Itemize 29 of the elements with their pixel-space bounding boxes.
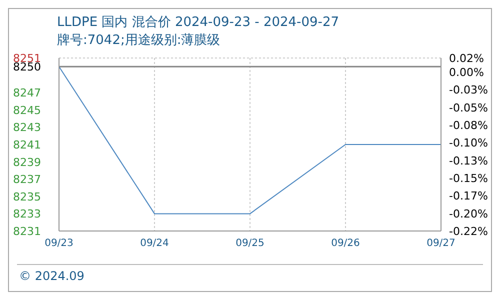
x-tick-label: 09/27 xyxy=(426,238,456,250)
x-tick-label: 09/26 xyxy=(331,238,360,250)
y2-tick-label: 0.02% xyxy=(449,52,484,65)
x-tick-label: 09/25 xyxy=(236,238,264,250)
x-tick-label: 09/24 xyxy=(140,238,169,250)
y2-tick-label: -0.03% xyxy=(449,84,488,97)
y2-tick-label: -0.15% xyxy=(449,172,488,185)
y2-tick-label: -0.22% xyxy=(449,224,488,238)
y-tick-label: 8237 xyxy=(13,173,41,186)
y-tick-label: 8250 xyxy=(13,60,41,74)
y-tick-label: 8241 xyxy=(13,138,41,152)
text: © 2024.09 xyxy=(19,269,84,283)
y2-tick-label: -0.10% xyxy=(449,136,488,150)
y-tick-label: 8245 xyxy=(13,104,41,117)
y2-tick-label: -0.17% xyxy=(449,190,488,203)
x-tick-label: 09/23 xyxy=(44,238,74,250)
y-tick-label: 8247 xyxy=(13,86,41,100)
y-tick-label: 8231 xyxy=(13,225,41,238)
y-tick-label: 8243 xyxy=(13,121,41,134)
chart-title: LLDPE 国内 混合价 2024-09-23 - 2024-09-27 xyxy=(57,14,340,31)
y2-tick-label: 0.00% xyxy=(449,66,484,80)
y2-tick-label: -0.13% xyxy=(449,154,488,168)
y-tick-label: 8235 xyxy=(13,190,41,204)
chart-subtitle: 牌号:7042;用途级别:薄膜级 xyxy=(57,32,220,49)
y-tick-label: 8239 xyxy=(13,156,41,169)
y-tick-label: 8233 xyxy=(13,208,41,221)
y2-tick-label: -0.20% xyxy=(449,207,488,220)
y2-tick-label: -0.08% xyxy=(449,118,488,132)
y2-tick-label: -0.05% xyxy=(449,101,488,114)
